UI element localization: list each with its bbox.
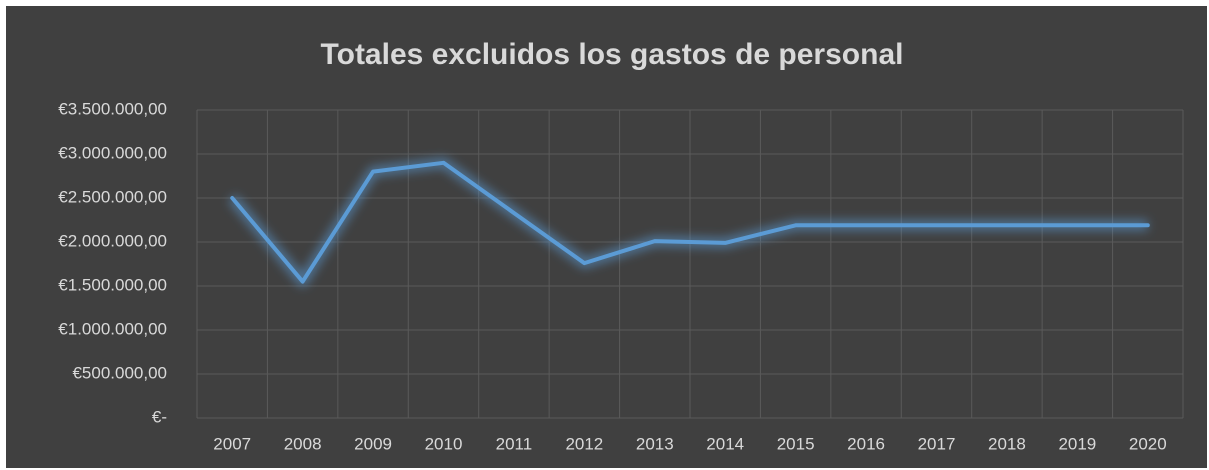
x-tick-label: 2011: [496, 434, 533, 453]
x-tick-label: 2007: [213, 434, 251, 453]
x-tick-label: 2009: [354, 434, 392, 453]
x-tick-label: 2015: [777, 434, 815, 453]
x-tick-label: 2016: [847, 434, 885, 453]
x-tick-label: 2013: [636, 434, 674, 453]
x-tick-label: 2018: [988, 434, 1026, 453]
x-tick-label: 2019: [1058, 434, 1096, 453]
y-tick-label: €3.000.000,00: [58, 143, 167, 162]
x-tick-label: 2020: [1129, 434, 1167, 453]
y-tick-label: €1.500.000,00: [58, 275, 167, 294]
x-tick-label: 2010: [425, 434, 463, 453]
x-tick-label: 2008: [284, 434, 322, 453]
line: [230, 160, 1150, 284]
chart-title: Totales excluidos los gastos de personal: [321, 38, 904, 71]
chart-background: [6, 6, 1207, 468]
y-tick-label: €-: [152, 407, 167, 426]
y-tick-label: €500.000,00: [72, 363, 167, 382]
y-tick-label: €2.500.000,00: [58, 187, 167, 206]
y-tick-label: €1.000.000,00: [58, 319, 167, 338]
x-tick-label: 2017: [918, 434, 956, 453]
x-tick-label: 2012: [565, 434, 603, 453]
y-tick-label: €3.500.000,00: [58, 99, 167, 118]
y-tick-label: €2.000.000,00: [58, 231, 167, 250]
x-tick-label: 2014: [706, 434, 744, 453]
